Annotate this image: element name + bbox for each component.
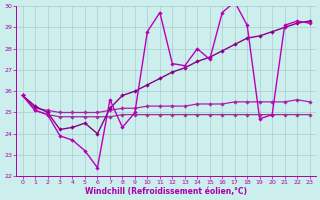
X-axis label: Windchill (Refroidissement éolien,°C): Windchill (Refroidissement éolien,°C) <box>85 187 247 196</box>
